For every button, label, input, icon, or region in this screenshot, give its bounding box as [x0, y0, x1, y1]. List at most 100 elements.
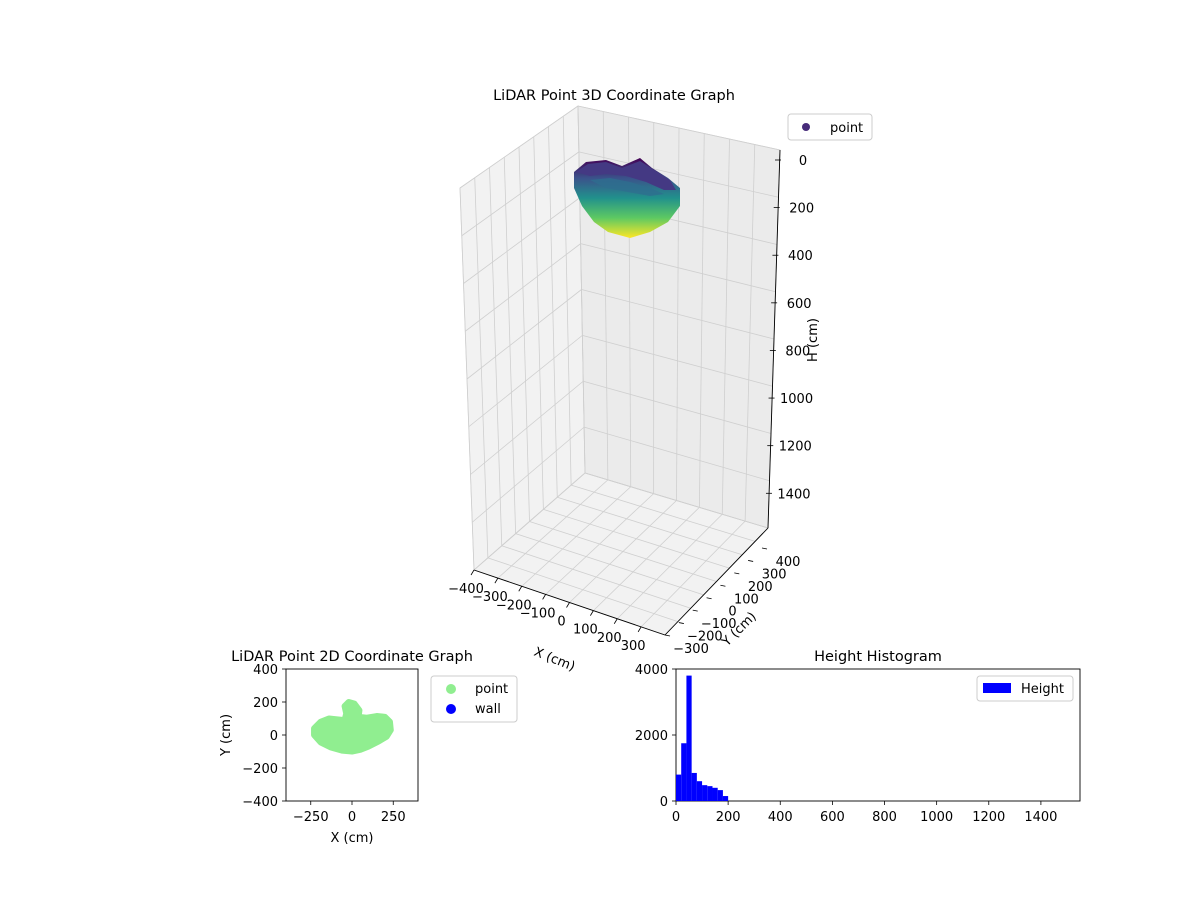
plot-3d: LiDAR Point 3D Coordinate Graph poin	[448, 88, 873, 675]
plot-2d: LiDAR Point 2D Coordinate Graph −250 0 250…	[219, 649, 518, 846]
histogram-bar	[681, 743, 687, 801]
grid-line-3d	[529, 521, 717, 582]
legend-2d-label-point: point	[475, 682, 508, 697]
y-tick-label-2d: −200	[242, 762, 278, 777]
x-tick-label-histogram: 1000	[920, 810, 953, 825]
x-tick-label-3d: −200	[496, 598, 532, 613]
grid-line-3d	[571, 484, 756, 542]
y-tick-label-3d: −100	[701, 617, 737, 632]
x-tick-label-2d: −250	[293, 810, 329, 825]
grid-line-3d	[593, 507, 700, 611]
x-tick-label-histogram: 0	[672, 810, 680, 825]
y-tick-label-2d: 400	[253, 663, 278, 678]
grid-line-3d	[698, 133, 705, 508]
x-tick-label-histogram: 1400	[1024, 810, 1057, 825]
histogram-bar	[722, 796, 729, 801]
x-tick-label-3d: −100	[520, 606, 556, 621]
grid-line-3d	[616, 513, 723, 620]
legend-histogram-swatch	[983, 683, 1011, 693]
point-scatter-area	[311, 699, 394, 755]
h-tick-label-3d: 800	[785, 344, 810, 359]
histogram-bar	[707, 786, 713, 801]
x-tick-label-histogram: 1200	[972, 810, 1005, 825]
grid-line-3d	[584, 426, 770, 482]
histogram-title: Height Histogram	[814, 649, 942, 665]
y-axis-line-3d	[664, 527, 769, 636]
grid-line-3d	[584, 472, 769, 529]
y-tick-label-2d: 200	[253, 696, 278, 711]
legend-3d-marker	[802, 123, 810, 131]
legend-3d: point	[787, 113, 873, 141]
grid-line-3d	[548, 126, 558, 498]
histogram-bar	[696, 781, 703, 801]
axis-label-h: H (cm)	[806, 318, 821, 362]
grid-line-3d	[583, 380, 772, 434]
x-tick-3d	[590, 610, 594, 616]
y-tick-label-histogram: 2000	[635, 729, 668, 744]
legend-histogram: Height	[976, 675, 1074, 702]
grid-line-3d	[744, 144, 756, 522]
grid-line-3d	[577, 105, 586, 474]
h-tick-label-3d: 1400	[777, 487, 810, 502]
x-tick-label-2d: 0	[348, 810, 356, 825]
histogram-bar	[717, 790, 723, 801]
h-axis-line-3d	[767, 149, 781, 529]
x-tick-3d	[613, 618, 618, 624]
histogram-bar	[702, 785, 708, 801]
h-tick-label-3d: 0	[799, 154, 807, 169]
point-cloud-rim	[576, 161, 676, 190]
grid-line-3d	[518, 146, 530, 522]
histogram-bar	[686, 675, 692, 801]
grid-line-3d	[471, 426, 585, 523]
y-tick-label-3d: −200	[687, 630, 723, 645]
y-tick-3d	[720, 584, 726, 587]
h-tick-label-3d: 200	[789, 202, 814, 217]
y-tick-label-3d: −300	[673, 642, 709, 657]
x-tick-label-3d: 300	[621, 639, 646, 654]
plot-2d-xlabel: X (cm)	[331, 831, 374, 846]
x-tick-3d	[542, 594, 546, 600]
y-tick-3d	[748, 560, 754, 562]
x-tick-3d	[494, 577, 499, 584]
grid-line-3d	[582, 334, 773, 387]
y-tick-label-histogram: 0	[660, 795, 668, 810]
x-tick-label-2d: 250	[381, 810, 406, 825]
y-tick-label-2d: −400	[242, 795, 278, 810]
point-cloud	[574, 158, 680, 238]
grid-line-3d	[562, 116, 572, 486]
grid-line-3d	[468, 335, 583, 428]
x-tick-label-3d: −400	[448, 582, 484, 597]
x-tick-3d	[637, 626, 642, 633]
plot-histogram: Height Histogram 0 200 400 600 800 1000 1200 14…	[635, 649, 1081, 825]
x-tick-label-3d: 100	[573, 623, 598, 638]
grid-line-3d	[557, 496, 743, 556]
y-tick-label-3d: 300	[762, 567, 787, 582]
legend-2d: point wall	[430, 675, 518, 723]
grid-line-3d	[533, 136, 544, 510]
legend-histogram-frame	[976, 675, 1074, 702]
x-tick-label-3d: 200	[597, 631, 622, 646]
plot-2d-ylabel: Y (cm)	[219, 714, 234, 757]
y-tick-3d	[734, 572, 740, 575]
x-tick-label-histogram: 600	[820, 810, 845, 825]
grid-line-3d	[640, 520, 746, 628]
plot-2d-title: LiDAR Point 2D Coordinate Graph	[231, 649, 473, 665]
ticks-2d: −250 0 250 400 200 0 −200 −400	[242, 663, 405, 825]
y-tick-3d	[678, 622, 684, 624]
grid-line-3d	[470, 380, 584, 475]
x-tick-label-histogram: 400	[768, 810, 793, 825]
point-cloud-inner	[590, 178, 664, 196]
y-tick-label-histogram: 4000	[635, 663, 668, 678]
y-tick-label-3d: 400	[776, 555, 801, 570]
x-tick-3d	[566, 602, 570, 608]
histogram-bar	[676, 774, 682, 801]
y-tick-3d	[692, 609, 698, 612]
histogram-bars	[676, 675, 729, 801]
legend-2d-label-wall: wall	[475, 702, 501, 717]
h-tick-label-3d: 1200	[779, 440, 812, 455]
axis-label-x: X (cm)	[532, 645, 577, 675]
y-tick-label-3d: 100	[734, 592, 759, 607]
legend-3d-label: point	[830, 121, 863, 136]
legend-histogram-label: Height	[1021, 682, 1064, 697]
